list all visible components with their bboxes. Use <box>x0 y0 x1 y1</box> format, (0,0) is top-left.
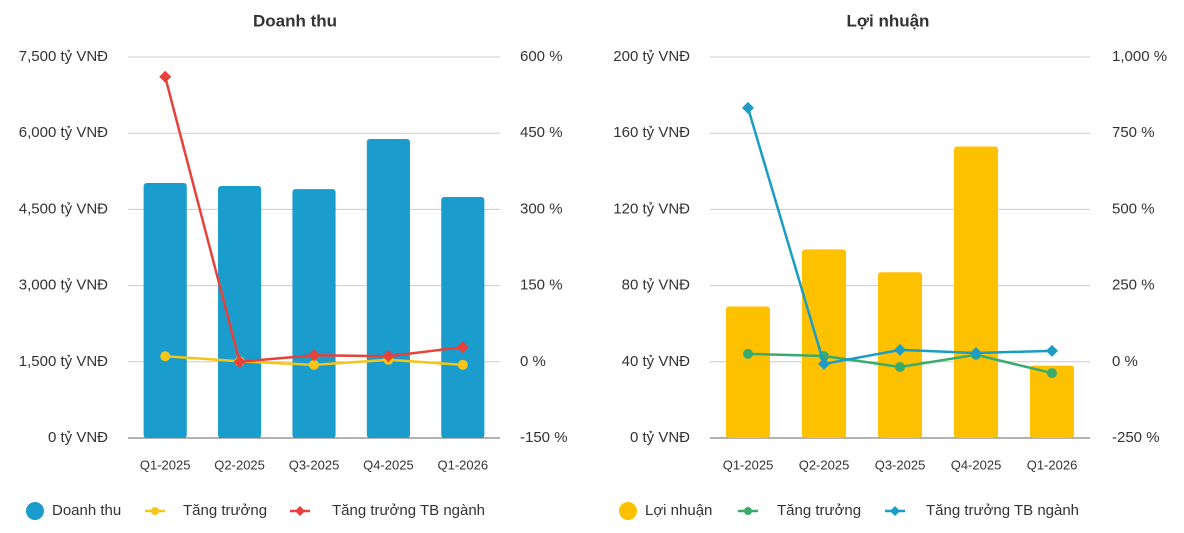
y-tick-label: 0 tỷ VNĐ <box>48 429 108 446</box>
x-tick-label: Q1-2025 <box>140 457 191 472</box>
legend-label: Lợi nhuận <box>645 502 712 519</box>
bar <box>218 186 262 438</box>
y2-tick-label: 500 % <box>1112 200 1155 217</box>
line-point <box>457 359 468 370</box>
line-point <box>894 343 906 356</box>
y-tick-label: 40 tỷ VNĐ <box>622 353 691 370</box>
legend-label: Tăng trưởng <box>183 502 267 519</box>
line-point <box>456 341 469 354</box>
y2-tick-label: 1,000 % <box>1112 48 1167 65</box>
bar <box>292 189 336 438</box>
y-tick-label: 160 tỷ VNĐ <box>613 124 690 141</box>
line-point <box>1046 344 1058 357</box>
y2-tick-label: 450 % <box>520 124 563 141</box>
y2-tick-label: 0 % <box>1112 353 1138 370</box>
legend-swatch <box>890 506 900 516</box>
y-tick-label: 120 tỷ VNĐ <box>613 200 690 217</box>
legend-label: Tăng trưởng TB ngành <box>332 502 485 519</box>
y-tick-label: 6,000 tỷ VNĐ <box>19 124 108 141</box>
y-tick-label: 4,500 tỷ VNĐ <box>19 200 108 217</box>
line-point <box>382 350 395 363</box>
line-point <box>160 351 171 362</box>
x-tick-label: Q3-2025 <box>289 457 340 472</box>
line-point <box>159 70 172 83</box>
y-tick-label: 200 tỷ VNĐ <box>613 48 690 65</box>
y2-tick-label: 150 % <box>520 277 563 294</box>
legend-label: Tăng trưởng <box>777 502 861 519</box>
x-tick-label: Q2-2025 <box>799 457 850 472</box>
bar <box>441 197 485 438</box>
line-point <box>743 348 753 359</box>
bar <box>1029 365 1075 438</box>
bar <box>143 182 187 438</box>
bar <box>953 146 999 438</box>
bar <box>725 306 771 438</box>
line-point <box>895 361 905 372</box>
line-point <box>742 101 754 114</box>
y2-tick-label: 300 % <box>520 200 563 217</box>
bar <box>801 249 847 438</box>
x-tick-label: Q1-2026 <box>438 457 489 472</box>
x-tick-label: Q4-2025 <box>363 457 414 472</box>
legend-swatch <box>295 506 305 516</box>
y-tick-label: 0 tỷ VNĐ <box>630 429 690 446</box>
legend-label: Tăng trưởng TB ngành <box>926 502 1079 519</box>
line-point <box>1047 368 1057 379</box>
y-tick-label: 3,000 tỷ VNĐ <box>19 277 108 294</box>
bar <box>366 138 410 438</box>
x-tick-label: Q3-2025 <box>875 457 926 472</box>
legend-swatch <box>619 502 637 520</box>
y2-tick-label: -250 % <box>1112 429 1160 446</box>
y2-tick-label: 250 % <box>1112 277 1155 294</box>
line-point <box>970 346 982 359</box>
y2-tick-label: 750 % <box>1112 124 1155 141</box>
x-tick-label: Q4-2025 <box>951 457 1002 472</box>
x-tick-label: Q1-2025 <box>723 457 774 472</box>
line-point <box>233 355 246 368</box>
y-tick-label: 80 tỷ VNĐ <box>622 277 691 294</box>
y2-tick-label: -150 % <box>520 429 568 446</box>
legend-swatch <box>26 502 44 520</box>
chart-title: Lợi nhuận <box>847 11 930 30</box>
legend-swatch <box>744 507 752 515</box>
line-point <box>818 357 830 370</box>
x-tick-label: Q1-2026 <box>1027 457 1078 472</box>
y-tick-label: 1,500 tỷ VNĐ <box>19 353 108 370</box>
legend-label: Doanh thu <box>52 502 121 519</box>
y2-tick-label: 0 % <box>520 353 546 370</box>
y2-tick-label: 600 % <box>520 48 563 65</box>
legend-swatch <box>151 507 159 515</box>
y-tick-label: 7,500 tỷ VNĐ <box>19 48 108 65</box>
x-tick-label: Q2-2025 <box>214 457 265 472</box>
chart-title: Doanh thu <box>253 11 337 30</box>
line-point <box>308 349 320 362</box>
line-point <box>309 359 319 370</box>
